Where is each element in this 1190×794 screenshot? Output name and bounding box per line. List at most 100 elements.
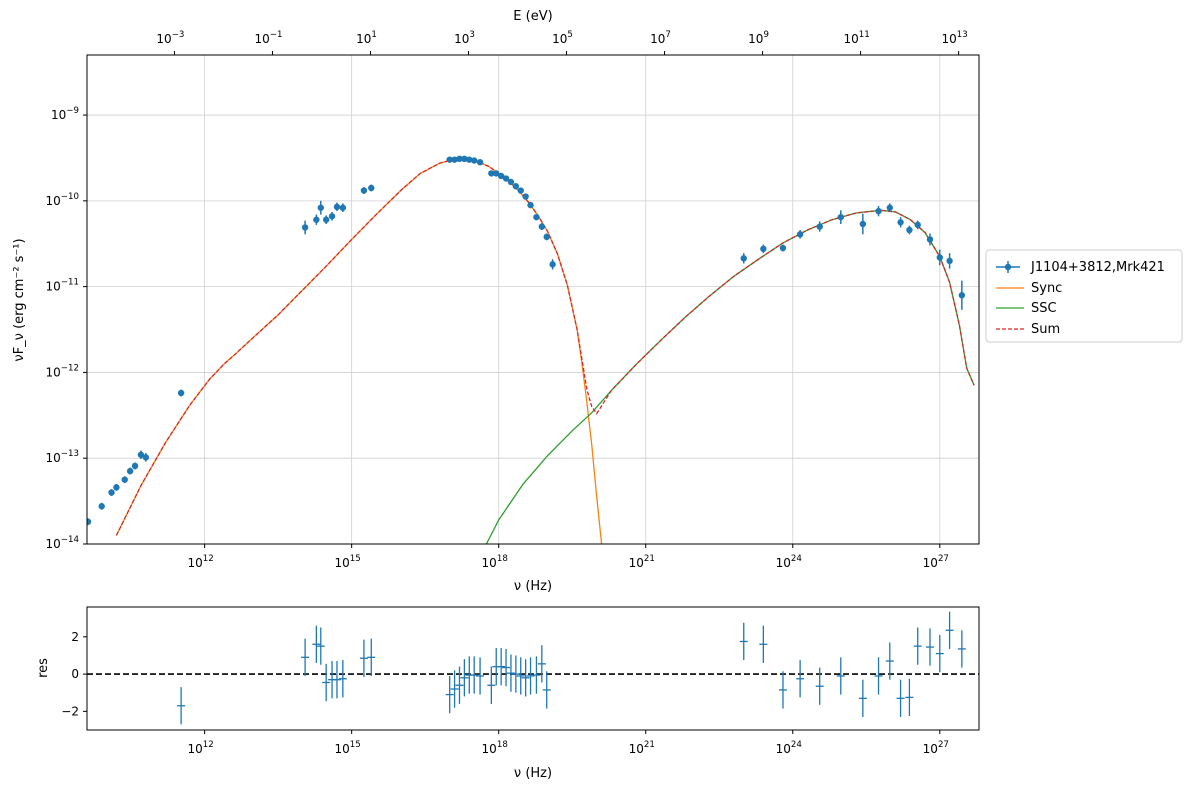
data-point-marker <box>837 213 844 221</box>
residual-point <box>367 638 376 676</box>
main-plot-panel: 1012 1015 1018 1021 1024 1027 10−14 10−13 10−12… <box>12 9 980 594</box>
data-point <box>926 233 934 246</box>
data-point <box>502 175 510 182</box>
res-x-tick-label: 1015 <box>335 740 361 756</box>
data-point-marker <box>886 204 893 211</box>
res-y-tick-label: −2 <box>61 704 79 718</box>
residual-point <box>945 611 954 649</box>
curve-sum <box>115 158 975 536</box>
data-point-marker <box>507 178 515 186</box>
residual-point <box>874 657 883 695</box>
data-point <box>137 450 145 460</box>
data-point-marker <box>87 518 92 525</box>
data-point-marker <box>875 207 882 215</box>
x-tick-label: 1021 <box>629 554 655 570</box>
data-point-marker <box>859 220 867 228</box>
top-tick-label: 1013 <box>941 30 967 46</box>
top-tick-label: 103 <box>454 30 475 46</box>
x-tick-label: 1024 <box>776 554 802 570</box>
data-point-marker <box>476 159 484 166</box>
data-point-marker <box>760 245 767 253</box>
data-point <box>527 201 534 209</box>
data-point-marker <box>497 172 505 180</box>
data-point <box>368 184 375 192</box>
residual-point <box>885 642 894 680</box>
top-tick-label: 107 <box>650 30 671 46</box>
data-point-marker <box>131 462 139 470</box>
top-tick-label: 1011 <box>843 30 869 46</box>
residual-point <box>487 666 496 704</box>
residuals-y-ticks: −2 0 2 <box>61 630 87 718</box>
data-point <box>87 518 92 526</box>
data-point-marker <box>517 187 524 194</box>
data-point <box>113 483 120 491</box>
data-point-marker <box>946 257 953 265</box>
data-point <box>461 155 468 163</box>
x-tick-label: 1027 <box>923 554 949 570</box>
legend-entry-ssc: SSC <box>996 301 1057 316</box>
data-point-marker <box>958 292 966 299</box>
data-point-marker <box>313 216 320 223</box>
data-point-marker <box>779 244 787 252</box>
data-point <box>301 220 309 235</box>
residual-point <box>470 656 479 694</box>
residual-point <box>778 671 787 709</box>
legend-marker-data-dot <box>1004 263 1012 271</box>
residual-point <box>542 671 551 709</box>
data-point <box>322 215 330 225</box>
data-point-marker <box>121 476 128 483</box>
res-y-tick-label: 0 <box>71 667 79 681</box>
data-point-marker <box>816 223 823 230</box>
data-point <box>466 156 473 163</box>
data-point-marker <box>177 389 185 397</box>
data-point-marker <box>446 156 453 163</box>
legend-label-ssc: SSC <box>1031 301 1057 316</box>
residual-point <box>450 670 459 708</box>
data-point <box>914 220 921 230</box>
data-point <box>549 259 556 270</box>
data-point <box>446 156 453 163</box>
legend-entry-sum: Sum <box>996 322 1060 337</box>
top-tick-label: 101 <box>356 30 377 46</box>
data-point <box>936 249 943 266</box>
data-point <box>533 213 540 221</box>
main-plot-frame <box>86 54 980 545</box>
data-point <box>859 213 867 235</box>
data-point-marker <box>466 156 473 163</box>
x-tick-label: 1018 <box>482 554 508 570</box>
residual-point <box>896 679 905 717</box>
data-point <box>98 502 105 510</box>
data-point <box>493 170 500 177</box>
residual-point <box>312 625 321 663</box>
residuals-plot-panel: 1012 1015 1018 1021 1024 1027 −2 0 2 ν (Hz) res <box>36 606 980 781</box>
data-point-marker <box>493 170 500 177</box>
data-point-marker <box>543 233 550 241</box>
residual-point <box>796 660 805 698</box>
legend-box <box>985 249 1183 343</box>
residuals-plot-frame <box>86 606 980 731</box>
residual-point <box>332 661 341 699</box>
y-tick-label: 10−12 <box>46 363 79 379</box>
residual-point <box>905 678 914 717</box>
legend-label-data: J1104+3812,Mrk421 <box>1030 260 1165 275</box>
data-point-marker <box>108 489 115 496</box>
residual-point <box>476 657 485 695</box>
legend-label-sum: Sum <box>1031 322 1060 337</box>
data-point-marker <box>926 236 934 243</box>
data-point-marker <box>796 231 804 238</box>
x-tick-label: 1015 <box>335 554 361 570</box>
legend: J1104+3812,Mrk421 Sync SSC Sum <box>985 249 1183 343</box>
data-point <box>121 476 128 484</box>
data-point <box>360 187 368 194</box>
data-point <box>886 203 893 212</box>
data-point-marker <box>301 224 309 231</box>
res-x-tick-label: 1021 <box>629 740 655 756</box>
residual-point <box>759 625 768 663</box>
residual-point <box>316 627 325 665</box>
y-tick-label: 10−9 <box>51 106 79 122</box>
residual-point <box>935 634 944 673</box>
top-energy-ticks: 10−3 10−1 101 103 105 107 109 1011 1013 <box>156 30 968 55</box>
data-point <box>760 244 767 254</box>
residual-point <box>858 679 867 717</box>
